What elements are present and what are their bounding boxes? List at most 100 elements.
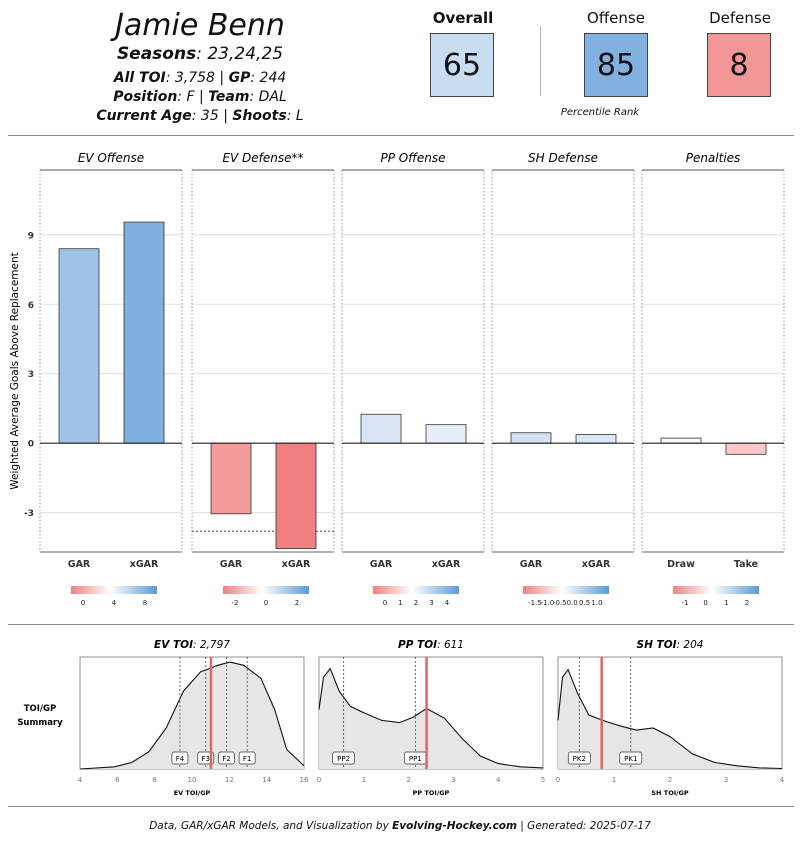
role-marker-box xyxy=(567,751,591,765)
header-separator xyxy=(8,135,794,136)
age-line: Current Age: 35 | Shoots: L xyxy=(96,108,304,124)
y-tick-label: 6 xyxy=(28,301,34,311)
x-category-label: GAR xyxy=(68,559,91,570)
legend-tick-label: 1.0 xyxy=(591,599,602,607)
bar-gar xyxy=(510,432,552,444)
panel-title: EV Offense xyxy=(78,151,144,165)
gar-panel-1: EV Defense** GAR xGAR -2 0 2 xyxy=(191,151,335,607)
legend-tick-label: 0 xyxy=(383,599,387,607)
legend-colorbar xyxy=(71,586,157,594)
overall-rank-box: 65 xyxy=(430,33,494,97)
legend-tick-label: 0.5 xyxy=(579,599,590,607)
toi-row-label-2: Summary xyxy=(17,718,63,728)
offense-label: Offense xyxy=(587,9,645,27)
x-tick-label: 1 xyxy=(612,776,616,784)
legend-tick-label: -1 xyxy=(682,599,689,607)
role-marker-label: F4 xyxy=(176,755,185,763)
density-area xyxy=(558,669,782,769)
footer-prefix: Data, GAR/xGAR Models, and Visualization… xyxy=(149,820,393,832)
gar-panel-0: EV Offense GAR xGAR 0 4 8 xyxy=(39,151,183,607)
toi-title-value: : 204 xyxy=(677,639,704,651)
role-marker-box xyxy=(238,751,256,765)
team-label: Team xyxy=(208,89,250,105)
age-value: 35 xyxy=(200,108,219,124)
seasons-line: Seasons: 23,24,25 xyxy=(116,44,284,64)
x-category-label: Take xyxy=(734,559,758,570)
x-tick-label: 0 xyxy=(317,776,321,784)
toi-title-value: : 2,797 xyxy=(193,639,230,651)
legend-tick-label: -2 xyxy=(232,599,239,607)
x-category-label: GAR xyxy=(370,559,393,570)
x-tick-label: 4 xyxy=(780,776,785,784)
toi-title-label: PP TOI xyxy=(398,639,437,651)
footer-separator xyxy=(8,806,794,807)
x-tick-label: 10 xyxy=(188,776,197,784)
legend-tick-label: -1.5 xyxy=(528,599,542,607)
shoots-value: L xyxy=(295,108,304,124)
x-tick-label: 6 xyxy=(115,776,120,784)
density-curve xyxy=(318,667,544,769)
bar-take xyxy=(725,442,767,455)
legend-colorbar xyxy=(523,586,609,594)
legend-colorbar xyxy=(223,586,309,594)
toi-label: All TOI xyxy=(113,70,166,86)
legend-tick-label: 1 xyxy=(724,599,728,607)
bar-gar xyxy=(58,248,100,444)
role-marker-label: PK2 xyxy=(573,755,586,763)
density-curve xyxy=(557,668,783,770)
gar-panel-4: Penalties Draw Take -1 0 1 2 xyxy=(641,151,785,607)
density-area xyxy=(80,662,304,769)
footer-brand: Evolving-Hockey.com xyxy=(392,820,517,832)
density-curve xyxy=(79,661,305,770)
defense-value: 8 xyxy=(729,47,749,83)
x-tick-label: 4 xyxy=(496,776,501,784)
role-marker-box xyxy=(332,751,355,765)
toi-panel-title: PP TOI: 611 xyxy=(398,639,464,651)
legend-colorbar xyxy=(373,586,459,594)
role-marker-label: F2 xyxy=(222,755,230,763)
x-tick-label: 12 xyxy=(225,776,234,784)
x-axis-label: EV TOI/GP xyxy=(174,789,211,797)
x-tick-label: 2 xyxy=(668,776,672,784)
legend-colorbar xyxy=(673,586,759,594)
bar-draw xyxy=(660,437,702,444)
legend-tick-label: 2 xyxy=(745,599,749,607)
overall-value: 65 xyxy=(442,47,482,83)
legend-tick-label: -0.5 xyxy=(553,599,567,607)
gp-label: GP xyxy=(228,70,251,86)
y-tick-label: -3 xyxy=(24,509,34,519)
legend-tick-label: 4 xyxy=(445,599,450,607)
role-marker-label: PP1 xyxy=(409,755,422,763)
toi-panel-1: PP TOI: 611 PP2 PP1 0 1 2 3 4 5 PP TOI/GP xyxy=(317,639,545,797)
age-label: Current Age xyxy=(96,108,192,124)
legend-tick-label: 0 xyxy=(81,599,85,607)
panel-title: Penalties xyxy=(686,151,741,165)
role-marker-label: PP2 xyxy=(337,755,350,763)
x-tick-label: 3 xyxy=(451,776,455,784)
position-value: F xyxy=(186,89,195,105)
x-tick-label: 16 xyxy=(300,776,309,784)
gp-value: 244 xyxy=(259,70,287,86)
toi-value: 3,758 xyxy=(174,70,215,86)
middle-separator xyxy=(8,624,794,625)
x-tick-label: 14 xyxy=(262,776,271,784)
footer-credit: Data, GAR/xGAR Models, and Visualization… xyxy=(0,820,800,832)
x-category-label: xGAR xyxy=(432,559,461,570)
seasons-value: 23,24,25 xyxy=(207,44,284,64)
y-tick-label: 0 xyxy=(28,440,34,450)
bar-xgar xyxy=(275,442,317,549)
legend-tick-label: 0 xyxy=(264,599,268,607)
role-marker-box xyxy=(171,751,189,765)
legend-tick-label: 1 xyxy=(398,599,402,607)
toi-title-label: SH TOI xyxy=(637,639,677,651)
bar-xgar xyxy=(425,424,467,444)
shoots-label: Shoots xyxy=(232,108,287,124)
team-value: DAL xyxy=(258,89,287,105)
panel-title: EV Defense** xyxy=(222,151,303,165)
footer-suffix: | Generated: 2025-07-17 xyxy=(516,820,651,832)
x-tick-label: 1 xyxy=(362,776,366,784)
x-tick-label: 5 xyxy=(541,776,545,784)
panel-title: PP Offense xyxy=(380,151,445,165)
position-label: Position xyxy=(113,89,178,105)
x-category-label: GAR xyxy=(520,559,543,570)
